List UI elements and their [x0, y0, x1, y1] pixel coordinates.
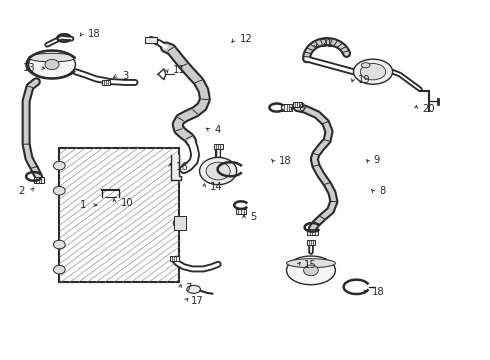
Text: 8: 8 [379, 186, 386, 197]
Circle shape [304, 265, 318, 276]
Text: 15: 15 [304, 260, 317, 270]
Bar [281, 104, 292, 111]
Ellipse shape [206, 162, 230, 180]
Bar [102, 80, 110, 85]
Ellipse shape [361, 63, 370, 68]
Bar [34, 177, 44, 183]
Ellipse shape [199, 157, 237, 185]
Text: 3: 3 [122, 71, 128, 81]
Circle shape [53, 265, 65, 274]
Text: 21: 21 [321, 39, 334, 49]
Bar [145, 37, 157, 43]
Text: 16: 16 [175, 162, 188, 172]
Ellipse shape [187, 285, 200, 293]
Circle shape [53, 161, 65, 170]
Text: 11: 11 [172, 64, 185, 75]
Text: 7: 7 [185, 283, 192, 293]
Text: 18: 18 [279, 156, 292, 166]
Text: 5: 5 [250, 212, 256, 221]
Bar [59, 148, 179, 282]
Ellipse shape [287, 256, 335, 285]
Bar [307, 229, 318, 235]
Ellipse shape [353, 59, 392, 84]
Text: 18: 18 [372, 287, 385, 297]
Bar [293, 102, 302, 107]
Text: 17: 17 [191, 296, 204, 306]
Text: 4: 4 [215, 125, 221, 135]
Text: 1: 1 [80, 200, 86, 210]
Text: 2: 2 [18, 186, 24, 196]
Ellipse shape [360, 64, 386, 80]
Text: 20: 20 [422, 104, 435, 114]
Text: 12: 12 [240, 35, 253, 44]
Text: 9: 9 [373, 155, 379, 165]
Bar [214, 144, 222, 149]
Text: 19: 19 [358, 75, 371, 85]
Circle shape [45, 59, 59, 70]
Polygon shape [171, 155, 180, 180]
Bar [174, 216, 186, 230]
Bar [236, 209, 246, 215]
Text: 10: 10 [121, 198, 133, 208]
Text: 13: 13 [23, 63, 36, 73]
Bar [307, 240, 315, 244]
Bar [170, 256, 178, 261]
Text: 14: 14 [210, 182, 222, 192]
Circle shape [53, 186, 65, 195]
Ellipse shape [28, 53, 75, 62]
Text: 6: 6 [298, 103, 304, 113]
Ellipse shape [287, 259, 335, 268]
Circle shape [53, 240, 65, 249]
Ellipse shape [28, 51, 75, 78]
Text: 18: 18 [88, 29, 100, 39]
Circle shape [173, 219, 185, 227]
